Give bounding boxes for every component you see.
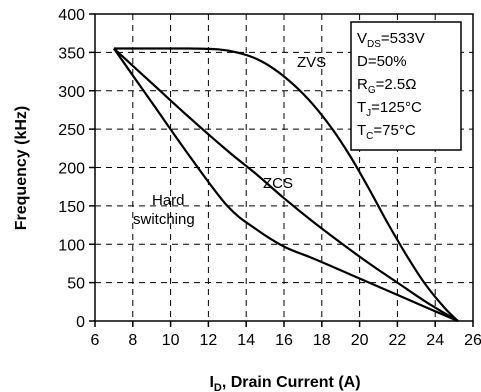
y-tick-label: 100 [58,237,85,254]
x-tick-label: 8 [128,332,137,349]
y-axis-title: Frequency (kHz) [13,106,30,230]
x-tick-label: 14 [237,332,255,349]
annotation-zcs: ZCS [263,175,293,192]
x-axis-title: ID, Drain Current (A) [209,374,360,392]
y-tick-label: 50 [67,276,85,293]
test-condition: D=50% [357,53,407,70]
test-conditions-box: VDS=533V D=50% RG=2.5Ω TJ=125°C TC=75°C [350,21,462,151]
x-tick-label: 12 [200,332,218,349]
test-conditions-frame [350,21,462,151]
x-axis-title-main: I [209,374,213,391]
y-tick-label: 300 [58,84,85,101]
y-tick-label: 250 [58,122,85,139]
x-axis-title-sub: D [214,382,222,392]
test-condition: RG=2.5Ω [357,76,416,96]
x-tick-label: 26 [464,332,481,349]
y-tick-label: 200 [58,161,85,178]
y-tick-label: 0 [76,314,85,331]
test-condition: TC=75°C [357,122,416,142]
series-lines [112,47,459,323]
x-tick-label: 16 [275,332,293,349]
y-tick-label: 350 [58,45,85,62]
x-tick-label: 24 [426,332,444,349]
series-line-hard-switching [112,47,459,323]
series-line-zvs [113,47,459,322]
series-line-zcs [113,47,459,322]
annotation-hard-line2: switching [133,211,195,228]
x-tick-label: 22 [389,332,407,349]
annotation-zvs: ZVS [297,54,326,71]
axis-ticks: 6 8 10 12 14 16 18 20 22 24 26 0 50 100 150 200 250 300 35… [58,7,481,349]
y-tick-label: 150 [58,199,85,216]
x-axis-title-rest: , Drain Current (A) [222,374,361,391]
y-tick-label: 400 [58,7,85,24]
annotation-hard-line1: Hard [152,192,185,209]
x-tick-label: 20 [351,332,369,349]
test-condition: VDS=533V [357,30,425,50]
x-tick-label: 18 [313,332,331,349]
test-condition: TJ=125°C [357,99,422,119]
gridlines [95,14,473,321]
x-tick-label: 10 [162,332,180,349]
x-tick-label: 6 [91,332,100,349]
